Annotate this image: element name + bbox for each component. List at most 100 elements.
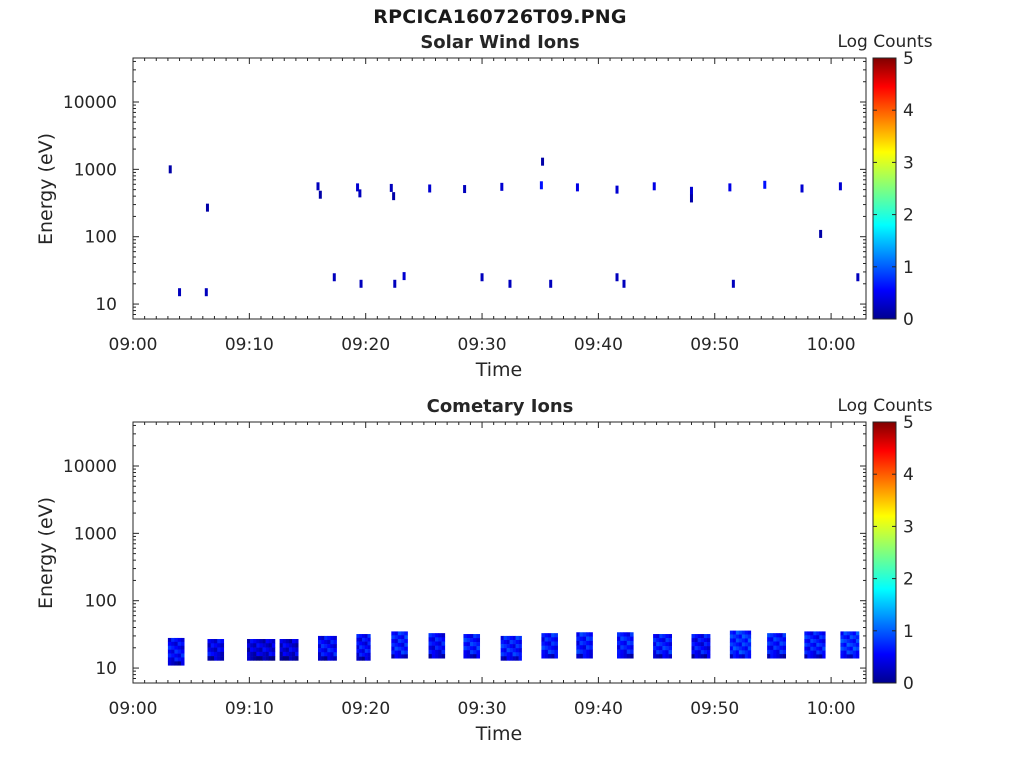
data-cell [367,641,371,646]
data-cell [579,653,584,659]
data-cell [819,654,823,659]
data-cell [469,638,474,643]
data-cell [180,649,185,654]
data-cell [843,650,847,655]
y-axis-ticks: 10 100 1000 10000 [63,60,866,320]
data-cell [849,635,854,640]
data-cell [506,644,510,649]
data-cell [738,654,743,659]
data-cell [623,632,628,637]
data-cell [852,642,857,648]
data-cell [518,635,522,641]
data-cell [247,643,251,648]
data-cell [849,639,854,644]
data-cell [554,654,558,659]
data-cell [813,639,817,644]
data-cell [662,646,666,651]
data-cell [431,641,436,646]
data-cell [779,649,783,655]
data-cell [741,630,746,635]
x-tick-label: 10:00 [807,335,856,355]
data-cell [767,645,771,651]
data-cell [691,646,695,651]
data-cell [849,646,854,651]
data-cell [279,643,284,648]
data-cell [213,651,218,657]
data-point [838,182,842,191]
data-cell [397,635,402,640]
data-cell [401,650,405,655]
data-block [428,633,446,659]
data-cell [397,642,402,648]
data-cell [394,654,399,659]
data-cell [359,652,363,657]
data-cell [466,642,471,647]
data-cell [503,656,507,661]
data-cell [367,649,371,654]
data-cell [217,656,221,661]
data-cell [476,642,481,647]
data-cell [361,656,366,661]
data-cell [268,639,273,644]
data-cell [547,645,552,651]
data-cell [463,646,467,651]
data-cell [247,656,251,661]
data-cell [551,645,555,651]
colorbar [872,57,897,320]
data-cell [364,634,368,639]
data-cell [171,645,175,650]
data-cell [747,630,752,635]
x-tick-label: 09:30 [458,699,507,719]
data-cell [262,651,266,657]
data-cell [220,656,225,661]
data-cell [700,638,705,643]
data-cell [741,634,746,639]
data-cell [279,647,284,653]
data-cell [333,644,337,649]
data-cell [544,645,549,651]
data-cell [518,648,522,653]
data-block [463,634,481,659]
data-cell [265,651,270,657]
data-block [804,631,826,659]
data-cell [807,642,811,648]
data-cell [324,639,328,645]
data-cell [391,639,395,644]
data-cell [747,650,752,655]
data-cell [441,637,446,642]
data-cell [729,646,734,651]
data-cell [509,656,513,661]
data-cell [324,656,328,661]
y-tick-label: 10 [95,295,117,315]
data-cell [518,656,522,661]
data-cell [397,650,402,655]
data-cell [703,654,708,659]
data-cell [247,639,251,644]
colorbar-tick-label: 5 [903,49,914,69]
data-cell [171,637,175,643]
x-axis-ticks: 09:00 09:10 09:20 09:30 09:40 09:50 10:00 [109,422,867,719]
data-cell [253,643,257,648]
data-cell [174,653,178,658]
data-point [508,279,512,288]
plot-area [132,421,867,684]
data-cell [500,652,504,657]
data-cell [512,635,516,641]
data-cell [747,634,752,639]
data-point [800,184,804,193]
data-cell [324,644,328,649]
data-cell [391,654,395,659]
data-cell [813,650,817,655]
data-point [402,272,406,281]
data-cell [180,645,185,650]
data-cell [391,631,395,636]
data-cell [576,636,580,642]
data-cell [697,634,702,639]
data-cell [626,653,631,659]
data-cell [473,638,477,643]
data-cell [512,639,516,645]
data-cell [359,645,363,650]
data-cell [174,637,178,643]
data-cell [500,635,504,641]
